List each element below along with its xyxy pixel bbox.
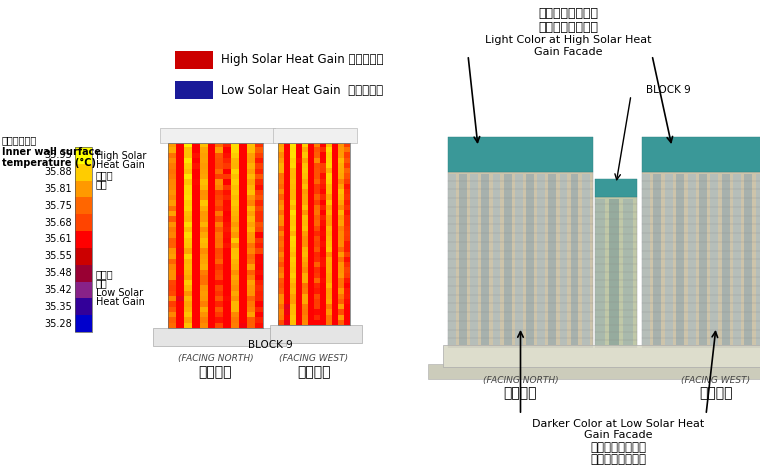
Bar bbox=[75, 147, 92, 164]
Bar bbox=[515, 174, 523, 345]
Bar bbox=[448, 137, 593, 172]
Text: BLOCK 9: BLOCK 9 bbox=[646, 85, 691, 95]
Text: (FACING NORTH): (FACING NORTH) bbox=[178, 353, 253, 363]
Bar bbox=[642, 174, 650, 345]
Text: 向西立面: 向西立面 bbox=[297, 365, 331, 379]
Text: (FACING WEST): (FACING WEST) bbox=[280, 353, 349, 363]
Text: 35.61: 35.61 bbox=[44, 234, 72, 245]
Text: Gain Facade: Gain Facade bbox=[534, 47, 602, 57]
Text: 低熱能吸收的大度: 低熱能吸收的大度 bbox=[591, 441, 646, 454]
Bar bbox=[595, 199, 605, 345]
Bar bbox=[470, 174, 478, 345]
Bar bbox=[270, 325, 362, 343]
Text: 外牆立面採用淡色: 外牆立面採用淡色 bbox=[538, 21, 598, 34]
Bar bbox=[492, 174, 500, 345]
Bar bbox=[537, 174, 545, 345]
Bar bbox=[504, 174, 511, 345]
Text: High Solar Heat Gain 高熱能吸收: High Solar Heat Gain 高熱能吸收 bbox=[221, 53, 384, 66]
Bar bbox=[175, 81, 213, 99]
Text: (FACING NORTH): (FACING NORTH) bbox=[483, 376, 559, 385]
Text: 向西立面: 向西立面 bbox=[699, 386, 733, 400]
Bar bbox=[75, 299, 92, 315]
Text: Heat Gain: Heat Gain bbox=[96, 160, 145, 170]
Text: 35.81: 35.81 bbox=[44, 184, 72, 194]
Bar bbox=[443, 345, 760, 367]
Bar bbox=[600, 179, 632, 191]
Bar bbox=[75, 315, 92, 332]
Bar bbox=[745, 174, 752, 345]
Bar bbox=[623, 199, 633, 345]
Text: 35.75: 35.75 bbox=[44, 201, 72, 211]
Text: 吸收: 吸收 bbox=[96, 278, 108, 288]
Bar bbox=[665, 174, 673, 345]
Bar bbox=[75, 265, 92, 281]
Bar bbox=[549, 174, 556, 345]
Bar bbox=[609, 199, 619, 345]
Bar bbox=[448, 172, 593, 347]
Bar bbox=[75, 180, 92, 198]
Bar bbox=[688, 174, 695, 345]
Text: Heat Gain: Heat Gain bbox=[96, 297, 145, 307]
Bar bbox=[722, 174, 730, 345]
Text: 35.68: 35.68 bbox=[44, 218, 72, 228]
Bar bbox=[559, 174, 568, 345]
Text: 35.88: 35.88 bbox=[44, 167, 72, 177]
Text: 外牆立面採用深色: 外牆立面採用深色 bbox=[591, 453, 646, 465]
Text: Gain Facade: Gain Facade bbox=[584, 430, 653, 440]
Bar bbox=[595, 197, 637, 347]
Bar bbox=[75, 281, 92, 299]
Text: 高熱能: 高熱能 bbox=[96, 170, 114, 180]
Bar bbox=[75, 214, 92, 231]
Bar bbox=[448, 174, 456, 345]
Bar bbox=[75, 231, 92, 248]
Bar bbox=[175, 51, 213, 69]
Bar bbox=[75, 248, 92, 265]
Text: Light Color at High Solar Heat: Light Color at High Solar Heat bbox=[485, 35, 651, 45]
Text: 35.48: 35.48 bbox=[44, 268, 72, 278]
Bar bbox=[75, 147, 92, 332]
Bar bbox=[595, 179, 637, 197]
Bar bbox=[278, 143, 350, 325]
Bar bbox=[273, 128, 357, 143]
Bar bbox=[756, 174, 760, 345]
Bar bbox=[676, 174, 684, 345]
Text: 高熱能吸收的大度: 高熱能吸收的大度 bbox=[538, 7, 598, 20]
Text: 35.28: 35.28 bbox=[44, 319, 72, 329]
Text: 內壁表面溫度: 內壁表面溫度 bbox=[2, 135, 37, 145]
Bar bbox=[699, 174, 707, 345]
Text: Inner wall surface: Inner wall surface bbox=[2, 147, 101, 157]
Bar bbox=[75, 198, 92, 214]
Bar bbox=[711, 174, 718, 345]
Bar bbox=[571, 174, 578, 345]
Text: 向北立面: 向北立面 bbox=[504, 386, 537, 400]
Bar bbox=[642, 137, 760, 172]
Bar bbox=[642, 172, 760, 347]
Text: 35.35: 35.35 bbox=[44, 302, 72, 312]
Bar bbox=[654, 174, 661, 345]
Text: (FACING WEST): (FACING WEST) bbox=[682, 376, 751, 385]
Bar bbox=[160, 128, 275, 143]
Bar bbox=[153, 328, 286, 346]
Text: High Solar: High Solar bbox=[96, 151, 147, 161]
Bar bbox=[428, 364, 760, 379]
Text: Low Solar Heat Gain  低熱能吸收: Low Solar Heat Gain 低熱能吸收 bbox=[221, 84, 383, 97]
Text: 低熱能: 低熱能 bbox=[96, 269, 114, 279]
Bar bbox=[168, 143, 263, 328]
Bar bbox=[733, 174, 741, 345]
Text: Darker Color at Low Solar Heat: Darker Color at Low Solar Heat bbox=[532, 419, 705, 429]
Text: Low Solar: Low Solar bbox=[96, 288, 143, 298]
Bar bbox=[75, 164, 92, 180]
Text: 吸收: 吸收 bbox=[96, 179, 108, 189]
Bar bbox=[459, 174, 467, 345]
Text: BLOCK 9: BLOCK 9 bbox=[248, 340, 293, 350]
Text: temperature (°C): temperature (°C) bbox=[2, 158, 96, 168]
Text: 35.55: 35.55 bbox=[44, 251, 72, 261]
Bar bbox=[526, 174, 534, 345]
Text: 35.95: 35.95 bbox=[44, 150, 72, 160]
Text: 向北立面: 向北立面 bbox=[199, 365, 233, 379]
Text: 35.42: 35.42 bbox=[44, 285, 72, 295]
Bar bbox=[482, 174, 489, 345]
Bar bbox=[582, 174, 590, 345]
